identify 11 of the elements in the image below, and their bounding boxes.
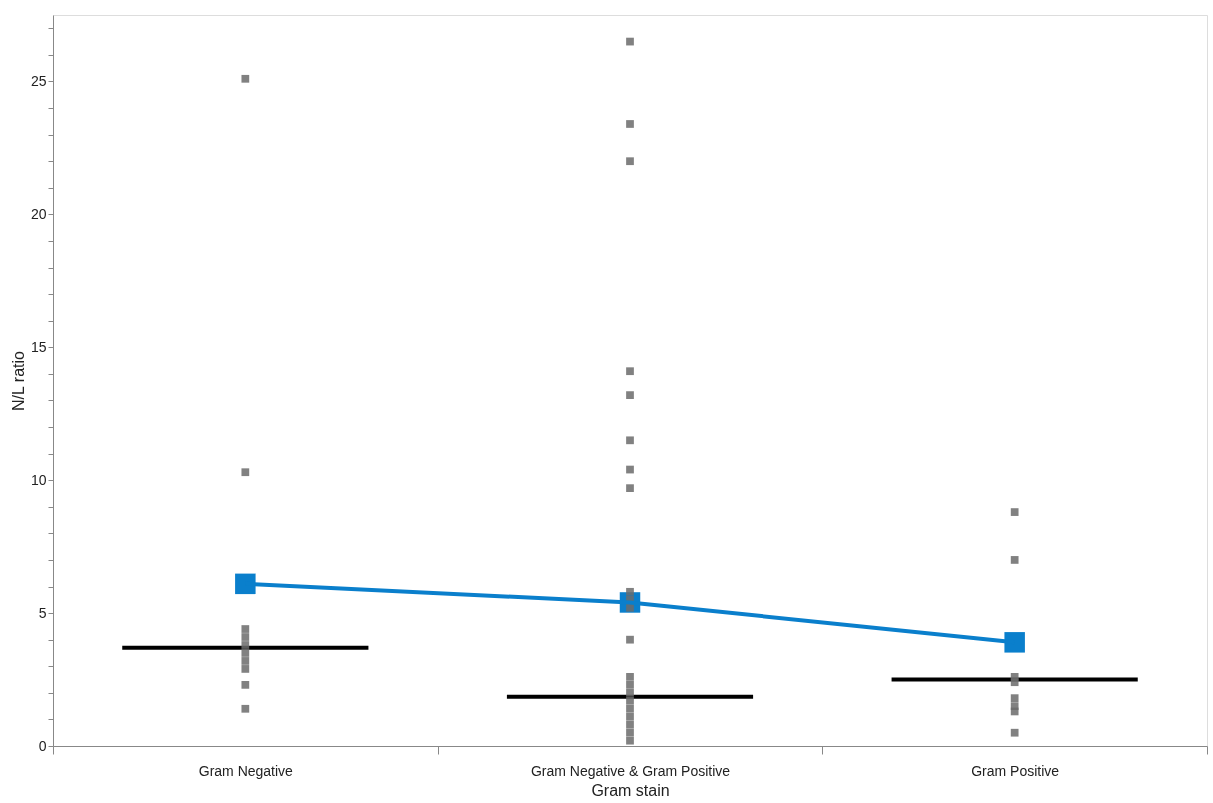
- x-tick-label: Gram Negative & Gram Positive: [530, 762, 731, 779]
- x-tick-label: Gram Positive: [971, 762, 1060, 779]
- y-tick-label: 0: [38, 737, 47, 754]
- y-tick-label: 20: [30, 205, 47, 222]
- y-axis-title: N/L ratio: [9, 350, 27, 411]
- y-tick-label: 15: [30, 338, 47, 355]
- x-tick-label: Gram Negative: [198, 762, 294, 779]
- y-tick-label: 5: [38, 604, 47, 621]
- x-axis-title: Gram stain: [591, 781, 670, 799]
- y-tick-label: 10: [30, 471, 47, 488]
- y-tick-label: 25: [30, 72, 47, 89]
